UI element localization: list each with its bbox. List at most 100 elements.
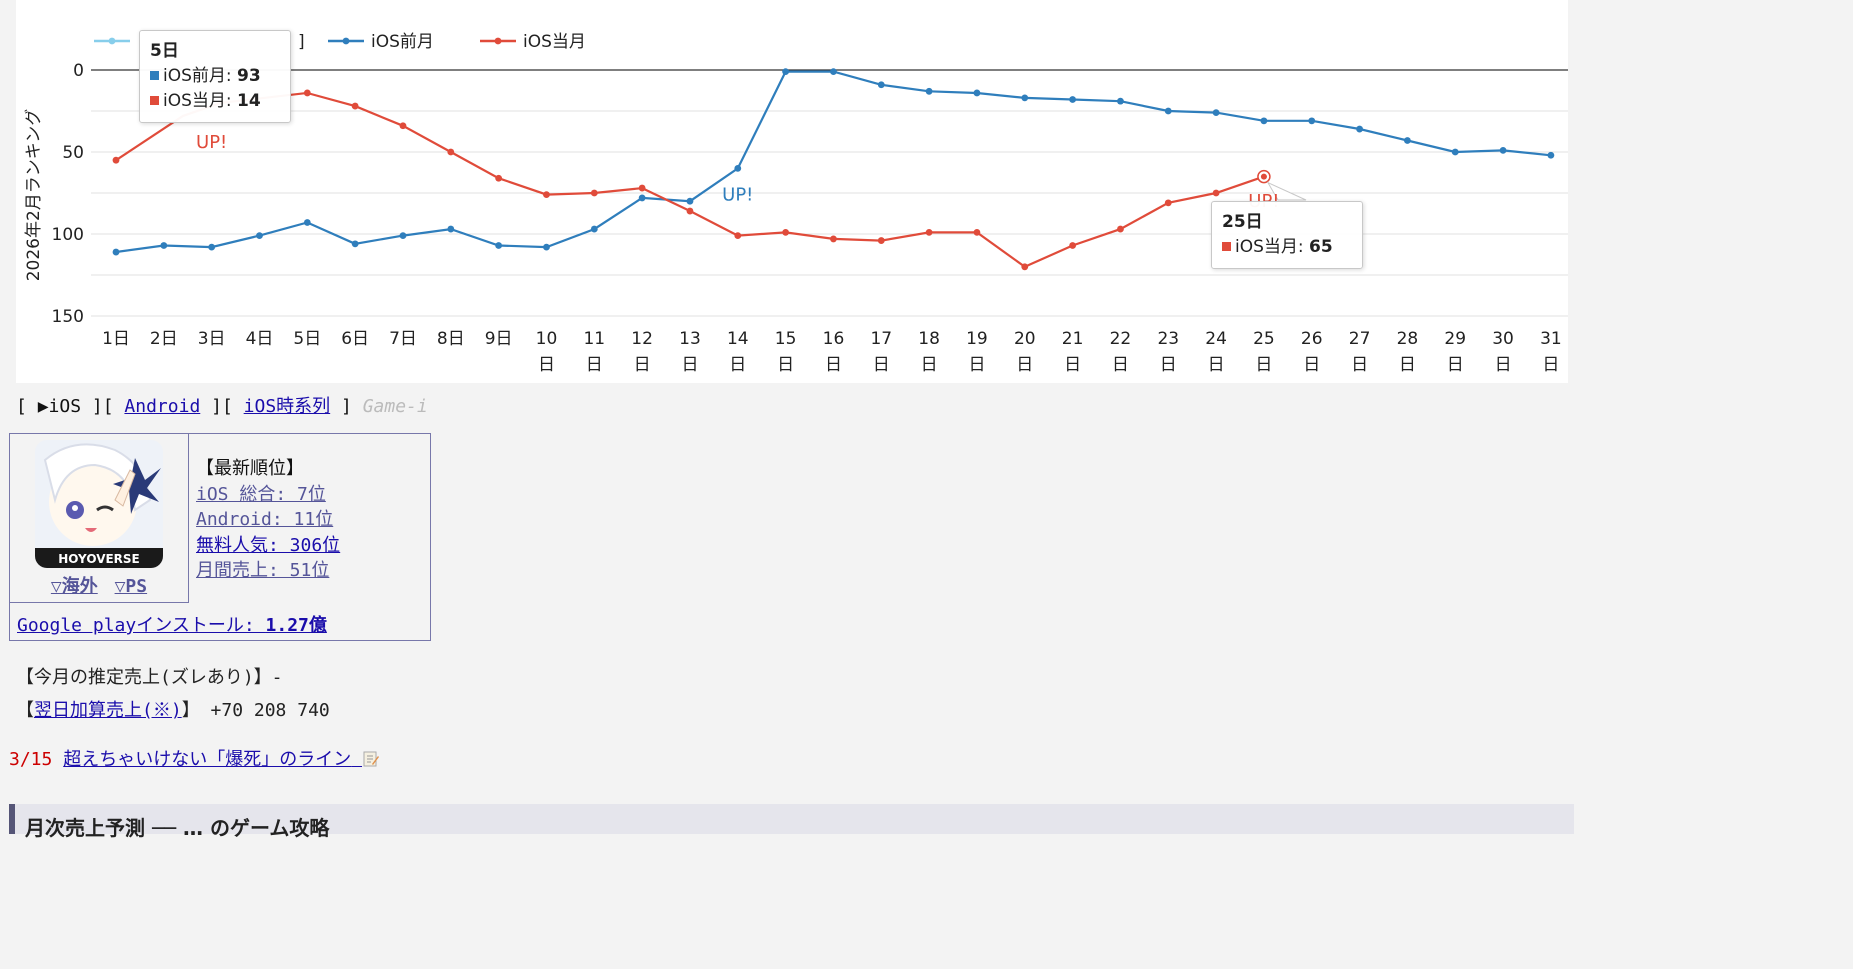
x-tick-label: 18 日 — [918, 329, 940, 375]
data-point — [638, 184, 646, 192]
section-title: 月次売上予測 ── … のゲーム攻略 — [25, 816, 330, 840]
x-tick-label: 24 日 — [1205, 329, 1227, 375]
data-point — [830, 235, 837, 243]
tooltip-title: 5日 — [150, 41, 179, 61]
data-point — [1069, 96, 1076, 103]
data-point — [686, 197, 694, 205]
install-label: Google playインストール: — [17, 615, 266, 636]
nav-bracket: [ — [221, 396, 233, 417]
legend-swatch-dot — [494, 37, 502, 45]
data-point — [877, 81, 885, 89]
install-cell: Google playインストール: 1.27億 — [10, 603, 430, 640]
brand-label: Game-i — [362, 396, 428, 417]
tooltip-value: 14 — [237, 91, 261, 111]
rank-android-link[interactable]: Android: 11位 — [196, 509, 334, 530]
app-info-box: HOYOVERSE ▽海外 ▽PS 【最新順位】 iOS 総合: 7位 Andr… — [9, 433, 431, 641]
x-tick-label: 13 日 — [679, 329, 701, 375]
x-tick-label: 11 日 — [583, 329, 605, 375]
nav-bracket: ] — [341, 396, 352, 417]
x-tick-label: 15 日 — [775, 329, 797, 375]
platform-nav: [ ▶iOS ][ Android ][ iOS時系列 ] Game-i — [16, 392, 428, 418]
tooltip-day25: 25日 iOS当月: 65 — [1211, 201, 1363, 269]
data-point — [1117, 225, 1124, 233]
data-point — [734, 165, 742, 172]
x-tick-label: 28 日 — [1397, 329, 1419, 375]
tooltip-row: iOS当月: 65 — [1222, 235, 1352, 260]
data-point — [1212, 189, 1220, 197]
x-tick-label: 16 日 — [823, 329, 845, 375]
data-point — [1308, 117, 1316, 125]
sales-estimate: 【今月の推定売上(ズレあり)】- — [16, 667, 283, 688]
x-tick-label: 23 日 — [1157, 329, 1179, 375]
ranking-chart: 0 50 100 150 2026年2月ランキング 1日 2日 3日 4日 5日 6日 7日 8日 9日 1… — [16, 0, 1568, 383]
x-tick-label: 19 日 — [966, 329, 988, 375]
rank-ios-link[interactable]: iOS 総合: 7位 — [196, 483, 326, 505]
data-point — [208, 243, 216, 251]
latest-rank-header: 【最新順位】 — [196, 458, 304, 479]
google-play-install-link[interactable]: Google playインストール: 1.27億 — [17, 611, 327, 637]
nav-bracket: ] — [91, 396, 103, 417]
data-point — [1451, 148, 1459, 156]
nav-android-link[interactable]: Android — [124, 396, 201, 417]
data-point — [112, 248, 120, 256]
x-tick-label: 10 日 — [536, 329, 558, 375]
data-point — [495, 242, 503, 249]
x-tick-label: 29 日 — [1444, 329, 1466, 375]
data-point — [1021, 263, 1029, 271]
rank-monthly-sales-link[interactable]: 月間売上: 51位 — [196, 560, 330, 581]
data-point — [1117, 97, 1124, 105]
next-day-sales-value: +70 208 740 — [210, 700, 330, 721]
data-point — [1021, 94, 1029, 102]
data-point — [1069, 242, 1076, 249]
data-point — [160, 242, 168, 249]
x-tick-label: 26 日 — [1301, 329, 1323, 375]
bracket: 】 — [181, 700, 200, 721]
x-tick-label: 21 日 — [1062, 329, 1084, 375]
legend-label: iOS前月 — [371, 32, 434, 52]
news-link[interactable]: 超えちゃいけない「爆死」のライン — [63, 749, 380, 770]
tooltip-value: 65 — [1309, 237, 1333, 257]
data-point — [543, 243, 550, 251]
series-line-ios-current — [307, 91, 1265, 269]
data-point — [399, 232, 407, 240]
rank-free-link[interactable]: 無料人気: 306位 — [196, 534, 341, 556]
data-point — [782, 228, 790, 236]
data-point — [256, 232, 263, 240]
data-point — [351, 240, 359, 248]
data-point — [1260, 117, 1268, 125]
legend-label: iOS当月 — [523, 32, 586, 52]
tooltip-row: iOS前月: 93 — [150, 64, 280, 89]
x-tick-label: 27 日 — [1349, 329, 1371, 375]
data-point — [351, 102, 359, 110]
ps-link[interactable]: ▽PS — [114, 576, 148, 597]
next-day-sales-link[interactable]: 翌日加算売上(※) — [34, 700, 182, 721]
install-value: 1.27億 — [265, 615, 327, 636]
tooltip-value: 93 — [237, 66, 261, 86]
overseas-link[interactable]: ▽海外 — [50, 576, 98, 597]
bracket: 【 — [16, 700, 34, 721]
x-tick-label: 9日 — [485, 329, 513, 349]
news-date: 3/15 — [9, 749, 53, 770]
tooltip-day5: 5日 iOS前月: 93 iOS当月: 14 — [139, 30, 291, 123]
up-annotation: UP! — [196, 132, 227, 153]
nav-bracket: [ — [102, 396, 114, 417]
data-point — [686, 207, 694, 215]
y-tick-label: 100 — [52, 225, 84, 245]
next-day-sales: 【翌日加算売上(※)】 +70 208 740 — [16, 696, 330, 722]
data-point — [1164, 199, 1172, 207]
y-axis-label: 2026年2月ランキング — [24, 109, 44, 282]
nav-ios-current: ▶iOS — [37, 396, 82, 417]
data-point — [973, 89, 981, 97]
x-tick-label: 14 日 — [727, 329, 749, 375]
nav-ios-timeline-link[interactable]: iOS時系列 — [243, 396, 331, 417]
x-tick-label: 2日 — [150, 329, 178, 349]
data-point — [303, 219, 311, 226]
data-point — [495, 174, 503, 182]
data-point — [877, 237, 885, 244]
y-tick-label: 50 — [62, 143, 84, 163]
app-icon-cell: HOYOVERSE ▽海外 ▽PS — [10, 434, 189, 603]
x-tick-label: 6日 — [341, 329, 369, 349]
news-title: 超えちゃいけない「爆死」のライン — [63, 749, 352, 770]
game-app-icon[interactable]: HOYOVERSE — [35, 440, 163, 568]
tooltip-row: iOS当月: 14 — [150, 89, 280, 114]
